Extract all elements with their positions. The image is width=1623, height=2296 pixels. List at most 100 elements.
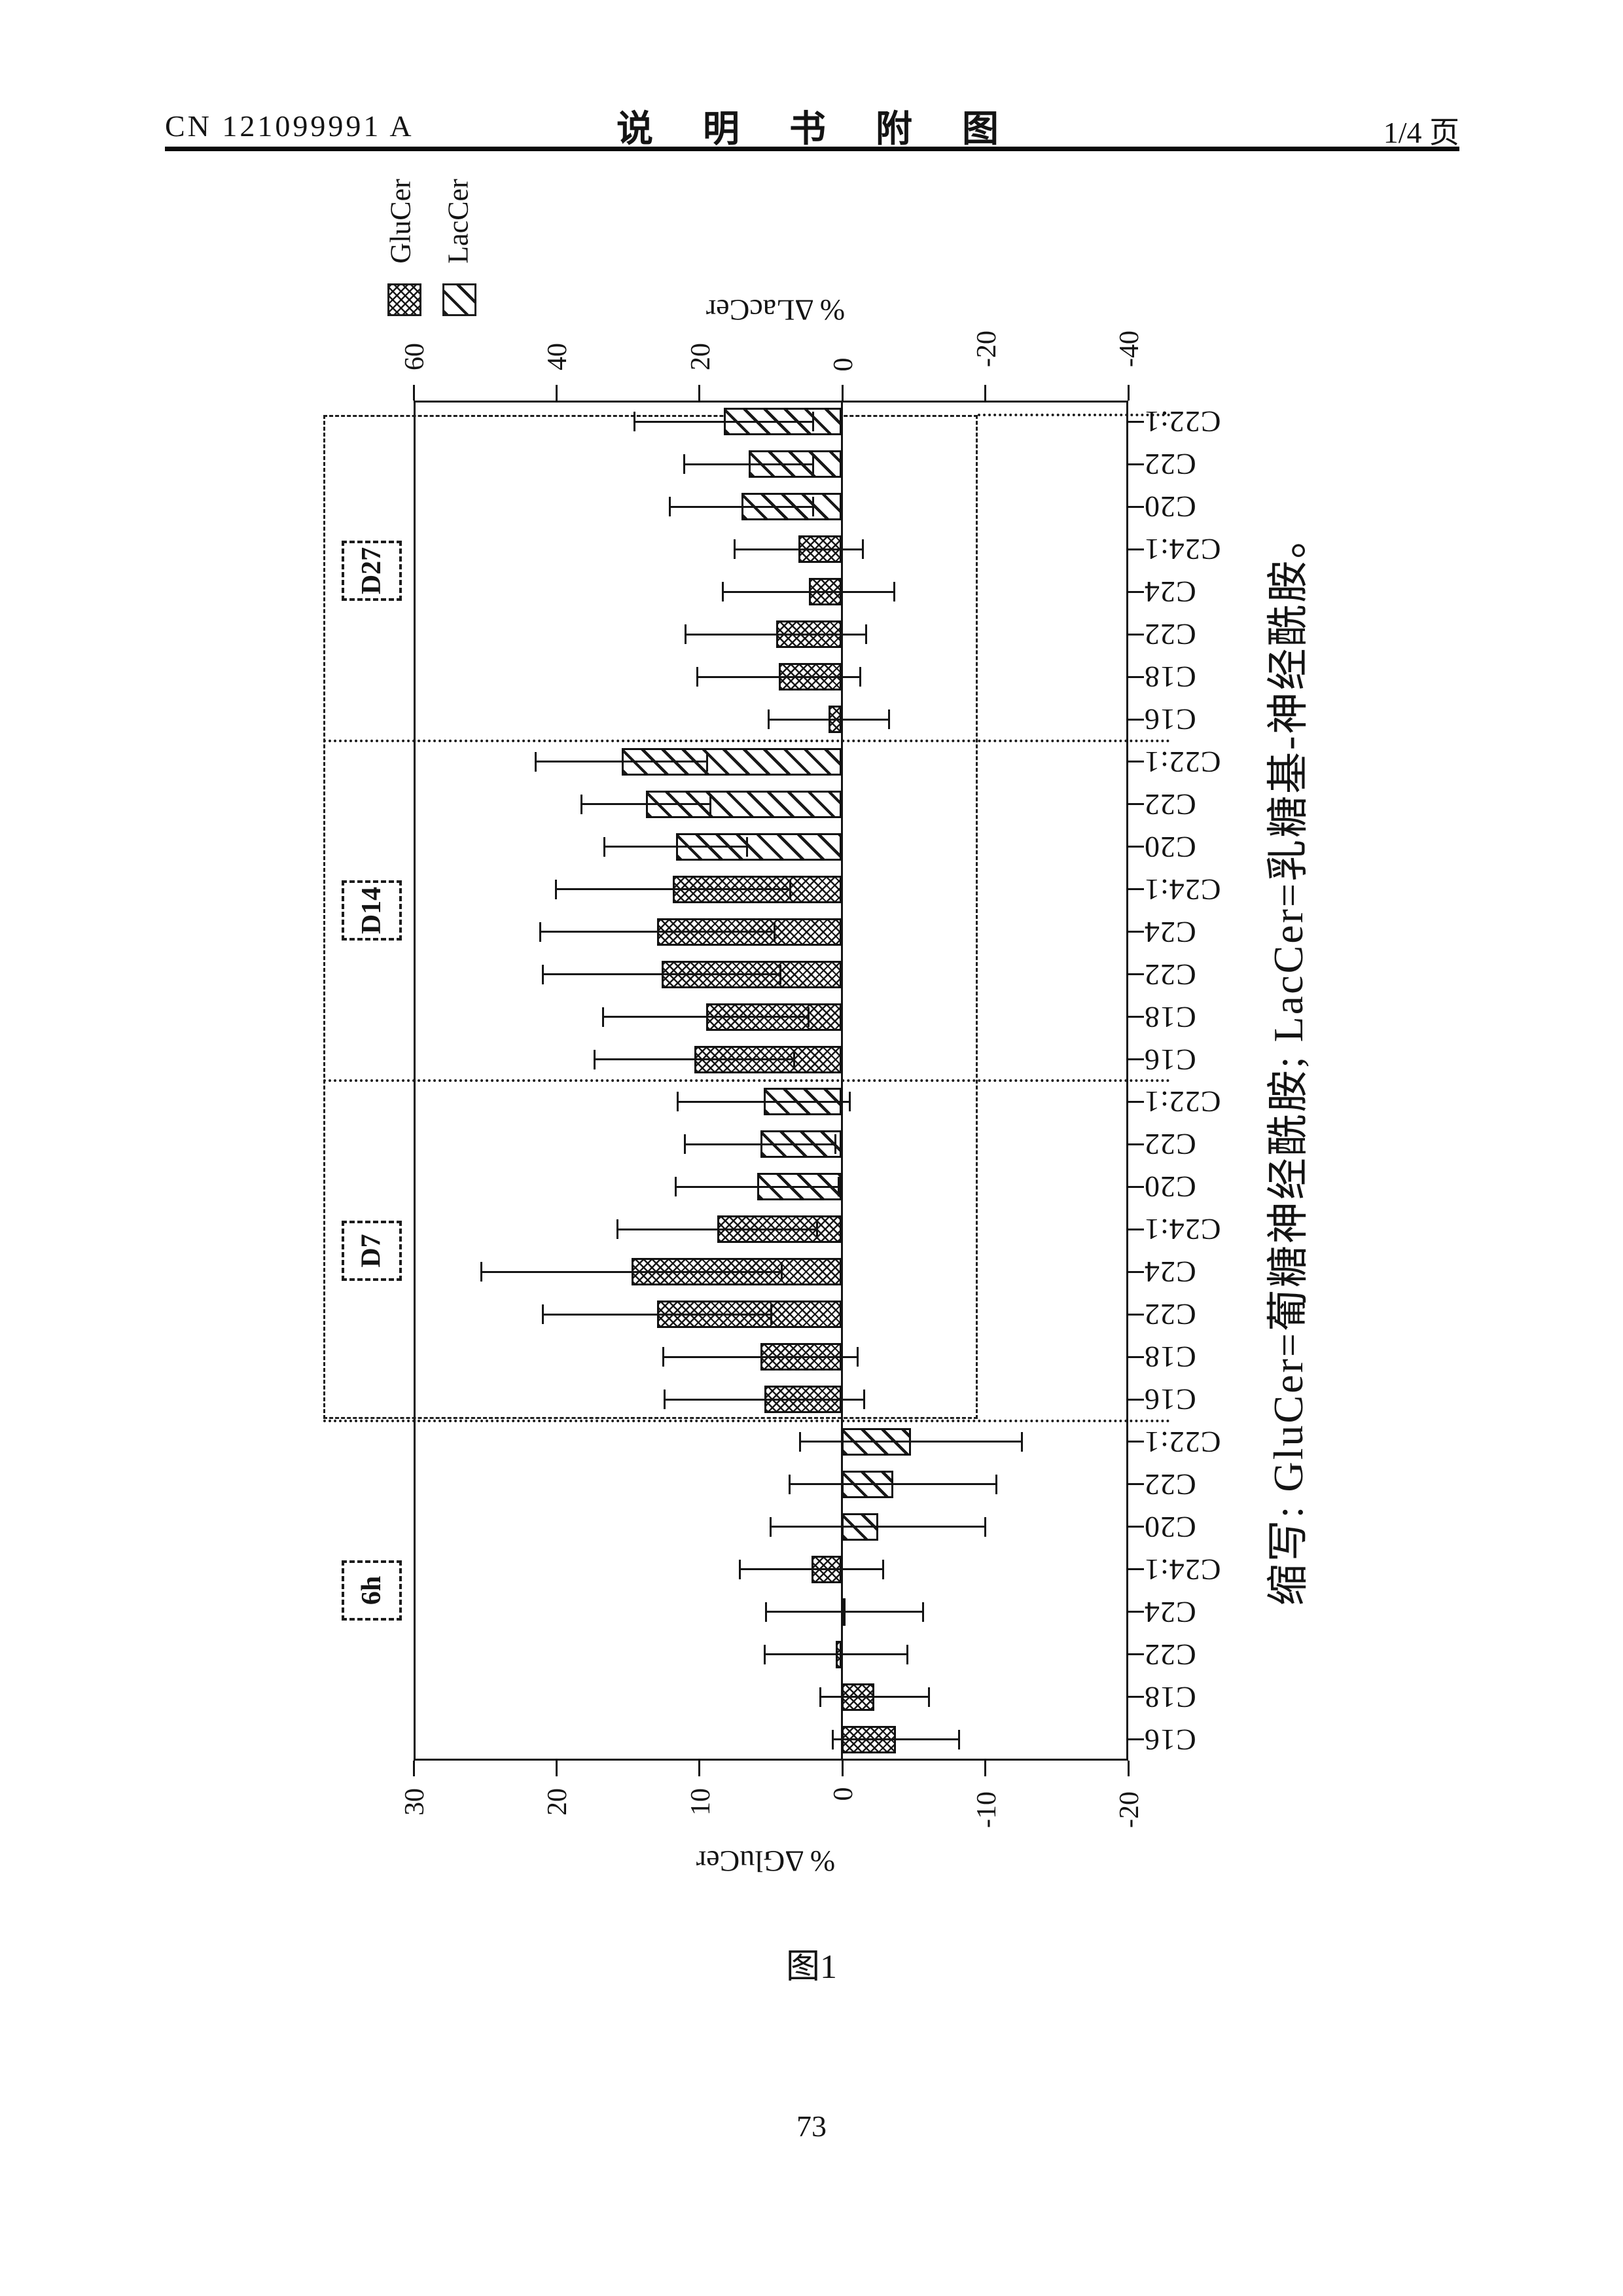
error-cap bbox=[763, 1644, 766, 1664]
panel-label: D27 bbox=[357, 547, 387, 594]
error-bar bbox=[675, 1185, 839, 1188]
category-label: C22:1 bbox=[1144, 1425, 1221, 1459]
category-tick bbox=[1128, 590, 1144, 593]
error-cap bbox=[779, 964, 781, 984]
error-bar bbox=[543, 973, 781, 976]
glucer-axis-tick bbox=[984, 1761, 987, 1776]
error-cap bbox=[683, 454, 686, 475]
error-bar bbox=[820, 1696, 929, 1698]
error-cap bbox=[768, 709, 770, 730]
group-separator bbox=[323, 1079, 1170, 1082]
legend-label: LacCer bbox=[442, 179, 474, 264]
category-tick bbox=[1128, 420, 1144, 423]
error-cap bbox=[709, 794, 711, 814]
category-tick bbox=[1128, 505, 1144, 508]
laccer-tick-label: 20 bbox=[685, 343, 716, 370]
category-tick bbox=[1128, 1653, 1144, 1656]
error-bar bbox=[535, 761, 707, 763]
glucer-axis-tick bbox=[1127, 1761, 1130, 1776]
category-tick bbox=[1128, 888, 1144, 891]
error-bar bbox=[543, 1313, 772, 1316]
error-cap bbox=[542, 964, 544, 984]
category-tick bbox=[1128, 761, 1144, 763]
category-label: C24:1 bbox=[1144, 1552, 1221, 1587]
error-bar bbox=[634, 420, 813, 423]
group-separator bbox=[323, 739, 1170, 742]
category-tick bbox=[1128, 1016, 1144, 1018]
error-cap bbox=[819, 1687, 821, 1707]
error-cap bbox=[862, 539, 865, 560]
error-cap bbox=[921, 1602, 924, 1622]
category-tick bbox=[1128, 846, 1144, 848]
laccer-legend-swatch bbox=[442, 283, 476, 316]
error-bar bbox=[663, 1355, 858, 1358]
category-label: C22:1 bbox=[1144, 745, 1221, 779]
error-bar bbox=[540, 931, 775, 933]
error-bar bbox=[766, 1611, 923, 1613]
category-label: C16 bbox=[1144, 1723, 1196, 1757]
error-cap bbox=[793, 1049, 796, 1069]
laccer-axis-tick bbox=[841, 385, 844, 401]
error-cap bbox=[834, 1134, 836, 1155]
category-label: C18 bbox=[1144, 1680, 1196, 1714]
panel-label: 6h bbox=[356, 1576, 387, 1605]
category-label: C24:1 bbox=[1144, 1213, 1221, 1247]
category-label: C22 bbox=[1144, 1128, 1196, 1162]
category-label: C24 bbox=[1144, 915, 1196, 949]
page-indicator: 1/4 页 bbox=[1383, 116, 1459, 149]
error-cap bbox=[733, 539, 736, 560]
error-cap bbox=[580, 794, 582, 814]
error-bar bbox=[669, 505, 813, 508]
error-bar bbox=[685, 1143, 836, 1145]
error-bar bbox=[722, 590, 895, 593]
category-tick bbox=[1128, 1398, 1144, 1401]
error-cap bbox=[812, 497, 814, 517]
error-bar bbox=[664, 1398, 865, 1401]
error-cap bbox=[662, 1347, 664, 1367]
error-cap bbox=[808, 1007, 810, 1027]
category-label: C20 bbox=[1144, 1510, 1196, 1544]
category-label: C20 bbox=[1144, 490, 1196, 524]
category-label: C22 bbox=[1144, 1467, 1196, 1501]
laccer-axis-tick bbox=[555, 385, 558, 401]
category-tick bbox=[1128, 931, 1144, 933]
category-tick bbox=[1128, 973, 1144, 976]
laccer-tick-label: -20 bbox=[971, 331, 1002, 367]
glucer-tick-label: 10 bbox=[685, 1788, 716, 1816]
figure-caption: 图1 bbox=[785, 1948, 837, 1986]
glucer-axis-tick bbox=[412, 1761, 415, 1776]
error-bar bbox=[740, 1568, 883, 1571]
category-label: C18 bbox=[1144, 660, 1196, 694]
laccer-axis-tick bbox=[1127, 385, 1130, 401]
laccer-axis-tick bbox=[984, 385, 987, 401]
error-cap bbox=[770, 1304, 773, 1325]
legend-label: GluCer bbox=[384, 179, 417, 264]
category-label: C22 bbox=[1144, 448, 1196, 482]
glucer-legend-swatch bbox=[387, 283, 421, 316]
error-cap bbox=[603, 836, 605, 857]
error-bar bbox=[617, 1228, 817, 1230]
laccer-tick-label: 40 bbox=[543, 343, 573, 370]
error-cap bbox=[539, 922, 541, 942]
category-label: C16 bbox=[1144, 1383, 1196, 1417]
error-cap bbox=[616, 1219, 618, 1240]
page-number: 73 bbox=[796, 2109, 827, 2143]
glucer-axis-tick bbox=[841, 1761, 844, 1776]
category-label: C24 bbox=[1144, 575, 1196, 609]
category-label: C24 bbox=[1144, 1255, 1196, 1289]
glucer-tick-label: -10 bbox=[971, 1791, 1002, 1828]
error-cap bbox=[770, 1516, 772, 1537]
error-cap bbox=[893, 582, 896, 602]
error-cap bbox=[906, 1644, 908, 1664]
category-label: C22 bbox=[1144, 787, 1196, 821]
category-tick bbox=[1128, 1228, 1144, 1230]
category-tick bbox=[1128, 675, 1144, 678]
error-bar bbox=[734, 548, 863, 550]
error-bar bbox=[594, 1058, 794, 1061]
error-bar bbox=[800, 1441, 1022, 1443]
error-cap bbox=[669, 497, 671, 517]
error-cap bbox=[984, 1516, 986, 1537]
group-separator-top-extension bbox=[978, 414, 1170, 416]
glucer-axis-tick bbox=[555, 1761, 558, 1776]
